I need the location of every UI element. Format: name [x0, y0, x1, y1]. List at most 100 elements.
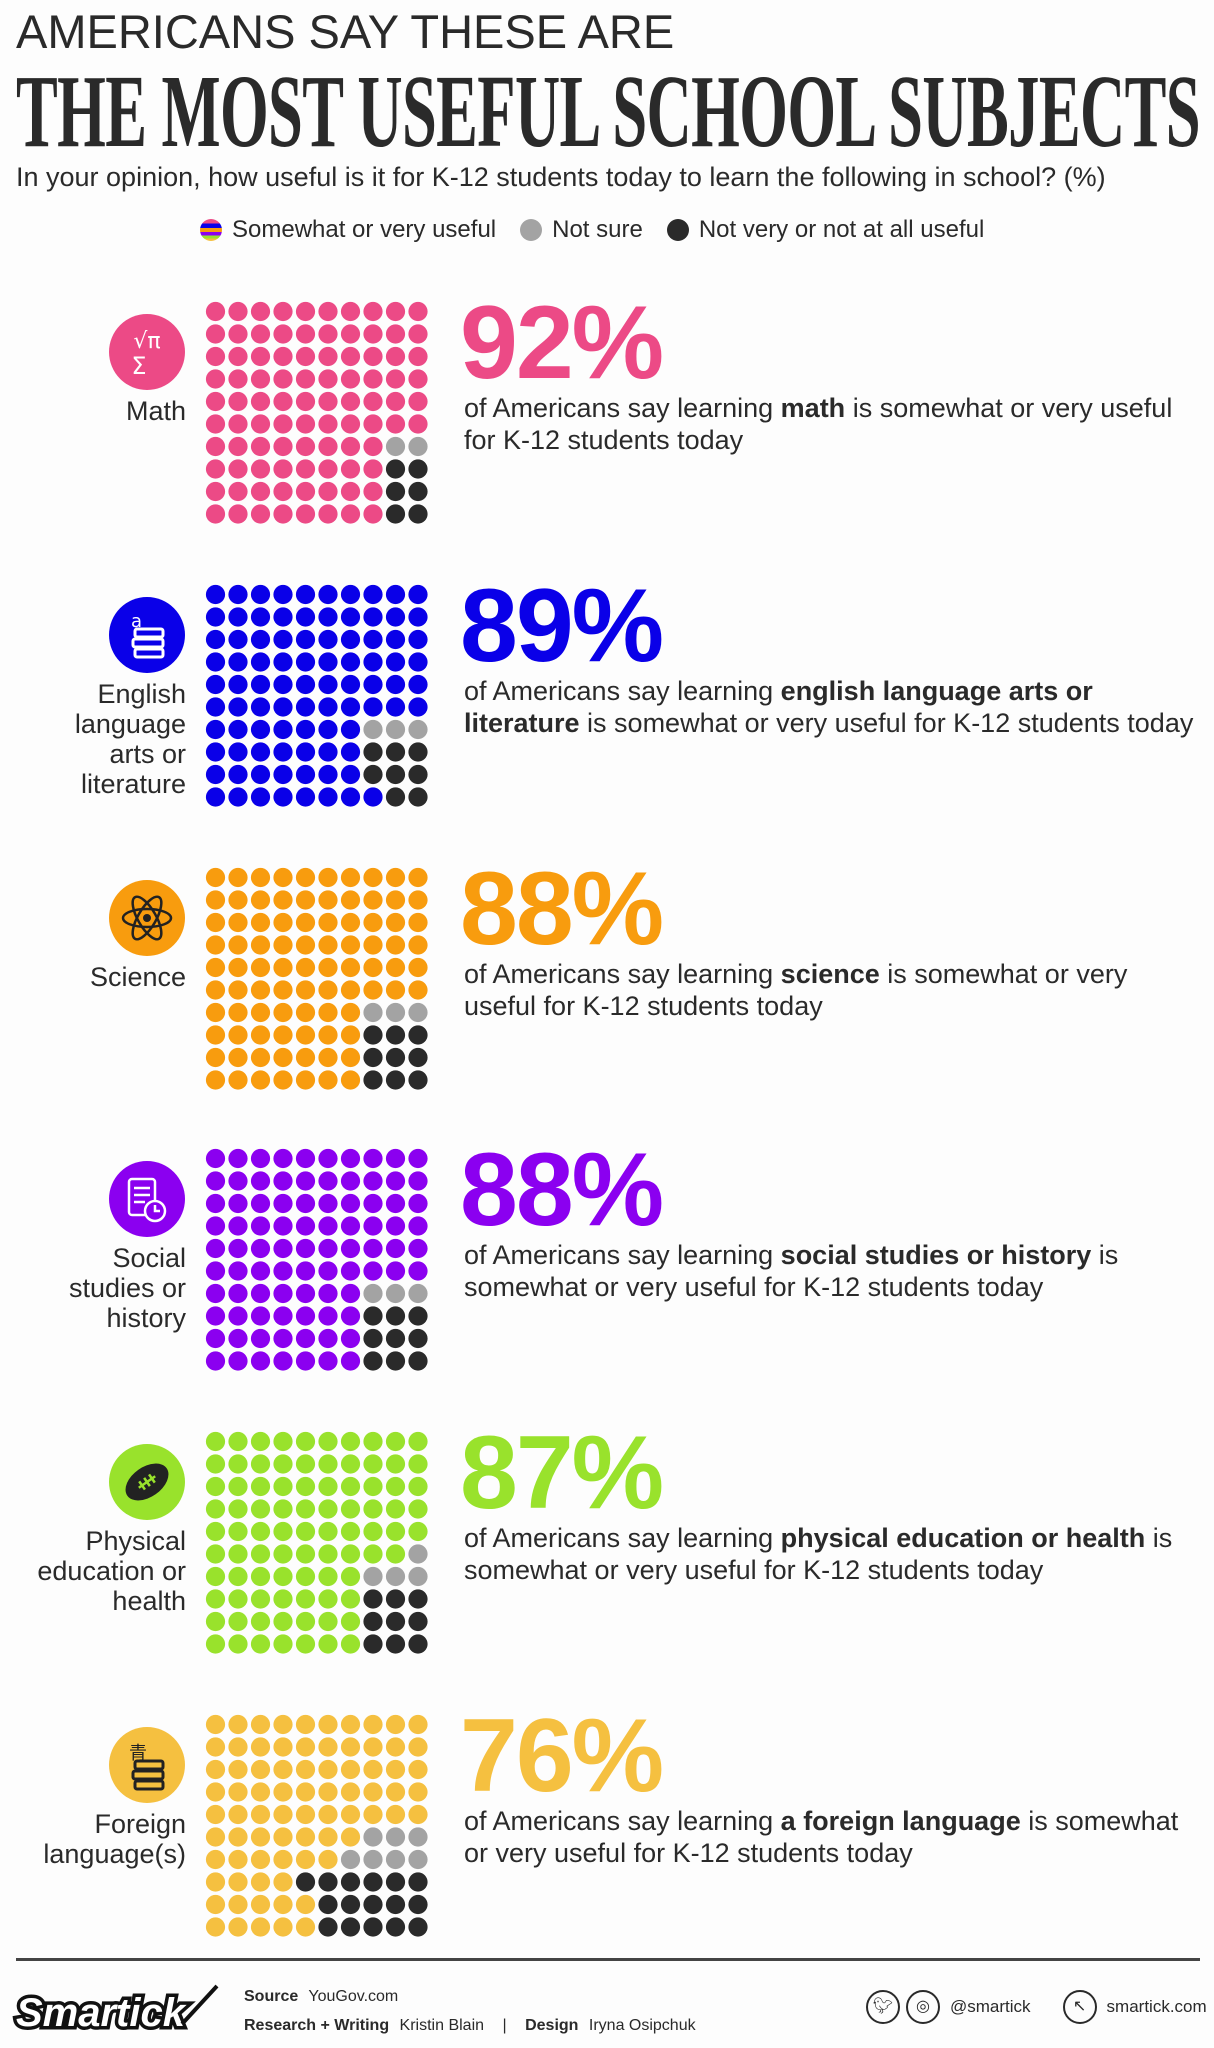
dot-useful — [295, 1238, 316, 1259]
dot-useful — [295, 1521, 316, 1542]
dot-not-useful — [385, 1047, 406, 1068]
dot-useful — [363, 1148, 383, 1169]
dot-useful — [273, 674, 293, 695]
dot-useful — [340, 1714, 361, 1735]
dot-useful — [318, 764, 338, 785]
dot-useful — [408, 1476, 428, 1497]
instagram-icon[interactable]: ◎ — [906, 1990, 940, 2024]
dot-useful — [340, 459, 361, 479]
dot-useful — [408, 1714, 428, 1735]
dot-not-useful — [408, 1611, 428, 1632]
dot-useful — [228, 1047, 248, 1068]
source-label: Source — [244, 1988, 299, 2005]
dot-useful — [205, 1148, 226, 1169]
dot-useful — [205, 697, 226, 717]
dot-useful — [295, 481, 316, 502]
dot-not-sure — [408, 1544, 428, 1564]
dot-useful — [295, 1148, 316, 1169]
dot-useful — [408, 1171, 428, 1191]
dot-useful — [318, 584, 338, 605]
dot-useful — [385, 629, 406, 650]
dot-useful — [250, 674, 271, 695]
dot-useful — [250, 1238, 271, 1259]
dot-useful — [363, 935, 383, 955]
dot-useful — [318, 1002, 338, 1023]
dot-useful — [295, 1328, 316, 1349]
dot-useful — [250, 1070, 271, 1090]
dot-useful — [250, 980, 271, 1000]
dot-useful — [340, 1759, 361, 1780]
dot-useful — [273, 1148, 293, 1169]
description-subject: social studies or history — [780, 1240, 1092, 1270]
dot-useful — [385, 1714, 406, 1735]
dot-useful — [340, 1193, 361, 1214]
dot-useful — [385, 980, 406, 1000]
dot-useful — [318, 459, 338, 479]
dot-useful — [340, 1283, 361, 1304]
dot-useful — [228, 787, 248, 807]
dot-useful — [273, 1351, 293, 1371]
dot-useful — [295, 436, 316, 457]
waffle-grid — [205, 867, 428, 1090]
dot-useful — [205, 1782, 226, 1802]
dot-useful — [385, 957, 406, 978]
dot-useful — [318, 1238, 338, 1259]
dot-useful — [340, 1589, 361, 1609]
svg-text:青: 青 — [129, 1743, 147, 1764]
dot-not-useful — [408, 481, 428, 502]
dot-useful — [295, 742, 316, 762]
dot-useful — [273, 1047, 293, 1068]
dot-useful — [273, 607, 293, 627]
dot-useful — [273, 504, 293, 524]
dot-useful — [228, 1827, 248, 1847]
dot-useful — [340, 324, 361, 344]
dot-not-useful — [318, 1917, 338, 1937]
dot-not-sure — [363, 1827, 383, 1847]
dot-useful — [363, 1171, 383, 1191]
dot-not-sure — [363, 719, 383, 740]
dot-useful — [363, 957, 383, 978]
subject-section: 青 Foreign language(s) 76% of Americans s… — [0, 1701, 1214, 1953]
description-subject: physical education or health — [780, 1523, 1146, 1553]
dot-useful — [318, 787, 338, 807]
dot-useful — [295, 391, 316, 412]
dot-useful — [363, 459, 383, 479]
footer-social: 🐦︎ ◎ @smartick ↖ smartick.com — [866, 1990, 1207, 2024]
dot-useful — [205, 1894, 226, 1915]
dot-useful — [385, 652, 406, 672]
social-handle[interactable]: @smartick — [950, 1997, 1031, 2016]
dot-useful — [295, 1589, 316, 1609]
dot-useful — [250, 1804, 271, 1825]
dot-useful — [295, 1171, 316, 1191]
dot-useful — [250, 719, 271, 740]
dot-useful — [205, 1521, 226, 1542]
dot-useful — [408, 414, 428, 434]
twitter-icon[interactable]: 🐦︎ — [866, 1990, 900, 2024]
dot-useful — [250, 1047, 271, 1068]
dot-useful — [295, 1193, 316, 1214]
description-subject: science — [780, 959, 880, 989]
dot-not-useful — [408, 1070, 428, 1090]
dot-useful — [363, 414, 383, 434]
dot-useful — [228, 369, 248, 389]
dot-not-useful — [408, 459, 428, 479]
description-post: is somewhat or very useful for K-12 stud… — [579, 708, 1194, 738]
dot-useful — [295, 674, 316, 695]
dot-not-useful — [385, 1917, 406, 1937]
website-link[interactable]: smartick.com — [1106, 1997, 1207, 2016]
dot-useful — [408, 1193, 428, 1214]
dot-not-sure — [340, 1849, 361, 1870]
dot-useful — [273, 980, 293, 1000]
waffle-grid — [205, 1714, 428, 1937]
scroll-clock-icon — [109, 1161, 185, 1237]
dot-useful — [273, 1070, 293, 1090]
svg-text:√π: √π — [133, 329, 160, 354]
dot-useful — [273, 912, 293, 933]
dot-useful — [295, 1047, 316, 1068]
dot-useful — [228, 697, 248, 717]
dot-not-useful — [385, 481, 406, 502]
dot-useful — [228, 324, 248, 344]
dot-useful — [408, 369, 428, 389]
dot-useful — [318, 1328, 338, 1349]
description-pre: of Americans say learning — [464, 393, 781, 423]
